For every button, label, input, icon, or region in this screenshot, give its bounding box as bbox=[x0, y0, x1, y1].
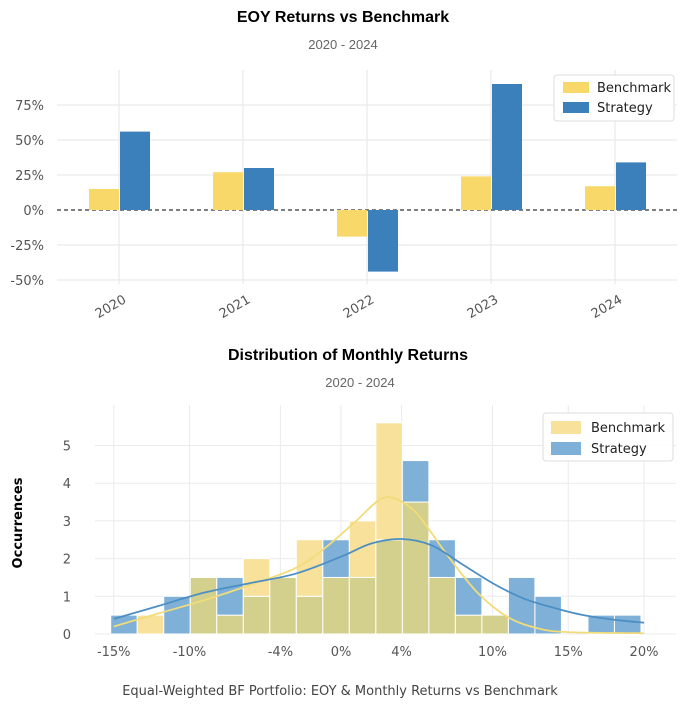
dist-ytick-label: 5 bbox=[63, 440, 71, 455]
eoy-ytick-label: 0% bbox=[23, 204, 44, 219]
eoy-xtick-label: 2023 bbox=[465, 292, 501, 322]
monthly-returns-distribution-chart: Distribution of Monthly Returns 2020 - 2… bbox=[11, 347, 676, 660]
distribution-chart-title: Distribution of Monthly Returns bbox=[228, 347, 468, 364]
eoy-bar-benchmark-2024 bbox=[585, 186, 615, 210]
dist-xtick-label: -4% bbox=[268, 645, 293, 660]
eoy-legend-label-strategy: Strategy bbox=[597, 101, 653, 116]
eoy-ytick-label: 50% bbox=[15, 134, 44, 149]
dist-bar-strategy bbox=[613, 614, 642, 635]
dist-bar-overlap bbox=[348, 576, 377, 635]
dist-ytick-label: 3 bbox=[63, 515, 71, 530]
figure-canvas: EOY Returns vs Benchmark 2020 - 2024 75%… bbox=[10, 9, 677, 660]
eoy-bar-strategy-2022 bbox=[368, 210, 398, 272]
dist-bar-overlap bbox=[428, 576, 456, 635]
dist-bar-overlap bbox=[269, 576, 297, 635]
dist-bar-overlap bbox=[322, 576, 350, 635]
dist-kde-strategy bbox=[113, 538, 645, 624]
dist-xtick-label: 4% bbox=[391, 645, 412, 660]
dist-bar-strategy bbox=[163, 595, 191, 635]
distribution-y-axis-label: Occurrences bbox=[11, 477, 26, 568]
dist-bar-strategy bbox=[534, 595, 562, 635]
eoy-ytick-label: -25% bbox=[10, 239, 44, 254]
dist-bar-overlap bbox=[216, 614, 244, 635]
dist-xtick-label: 20% bbox=[630, 645, 659, 660]
eoy-xtick-label: 2024 bbox=[589, 292, 625, 322]
eoy-bar-benchmark-2021 bbox=[213, 172, 243, 210]
dist-bar-overlap bbox=[242, 595, 271, 635]
figure-caption: Equal-Weighted BF Portfolio: EOY & Month… bbox=[122, 684, 558, 699]
eoy-legend: Benchmark Strategy bbox=[553, 74, 675, 122]
eoy-returns-chart: EOY Returns vs Benchmark 2020 - 2024 75%… bbox=[10, 9, 677, 322]
dist-ytick-label: 0 bbox=[63, 628, 71, 643]
dist-bar-strategy bbox=[216, 576, 244, 616]
dist-xtick-label: -15% bbox=[97, 645, 131, 660]
eoy-ytick-label: 75% bbox=[15, 99, 44, 114]
eoy-legend-swatch-benchmark bbox=[563, 82, 589, 93]
dist-bar-overlap bbox=[401, 501, 430, 635]
dist-bar-strategy bbox=[401, 460, 430, 503]
eoy-legend-swatch-strategy bbox=[563, 102, 589, 113]
dist-bar-overlap bbox=[375, 539, 403, 635]
eoy-ytick-label: -50% bbox=[10, 274, 44, 289]
dist-ytick-label: 2 bbox=[63, 553, 71, 568]
dist-xtick-label: 10% bbox=[478, 645, 507, 660]
dist-legend-label-benchmark: Benchmark bbox=[591, 421, 666, 436]
eoy-ytick-label: 25% bbox=[15, 169, 44, 184]
distribution-chart-subtitle: 2020 - 2024 bbox=[325, 375, 394, 390]
eoy-bar-strategy-2020 bbox=[120, 131, 150, 210]
eoy-chart-subtitle: 2020 - 2024 bbox=[308, 37, 377, 52]
dist-bar-overlap bbox=[189, 576, 218, 635]
dist-bar-benchmark bbox=[375, 422, 403, 541]
dist-bar-benchmark bbox=[348, 520, 377, 578]
dist-ytick-label: 4 bbox=[63, 477, 71, 492]
dist-ytick-label: 1 bbox=[63, 590, 71, 605]
dist-xtick-label: -10% bbox=[173, 645, 207, 660]
dist-bar-overlap bbox=[295, 595, 324, 635]
dist-bar-overlap bbox=[454, 614, 483, 635]
eoy-xtick-label: 2020 bbox=[93, 292, 129, 322]
eoy-xtick-label: 2022 bbox=[341, 292, 377, 322]
eoy-bar-strategy-2021 bbox=[244, 168, 274, 210]
eoy-bar-strategy-2024 bbox=[616, 162, 646, 210]
eoy-chart-title: EOY Returns vs Benchmark bbox=[237, 9, 449, 26]
eoy-bar-strategy-2023 bbox=[492, 84, 522, 210]
dist-xtick-label: 15% bbox=[554, 645, 583, 660]
dist-kde-benchmark bbox=[113, 496, 645, 635]
dist-legend-swatch-strategy bbox=[551, 442, 581, 455]
dist-legend-swatch-benchmark bbox=[551, 421, 581, 434]
dist-xtick-label: 0% bbox=[331, 645, 352, 660]
eoy-bar-benchmark-2022 bbox=[337, 210, 367, 237]
eoy-bar-benchmark-2023 bbox=[461, 176, 491, 210]
dist-bar-benchmark bbox=[242, 558, 271, 597]
dist-legend-label-strategy: Strategy bbox=[591, 442, 647, 457]
dist-bar-strategy bbox=[507, 576, 536, 635]
distribution-legend: Benchmark Strategy bbox=[542, 412, 674, 462]
eoy-bar-benchmark-2020 bbox=[89, 189, 119, 210]
eoy-xtick-label: 2021 bbox=[217, 292, 253, 322]
dist-bar-benchmark bbox=[295, 539, 324, 597]
eoy-legend-label-benchmark: Benchmark bbox=[597, 81, 672, 96]
dist-bar-overlap bbox=[481, 614, 509, 635]
